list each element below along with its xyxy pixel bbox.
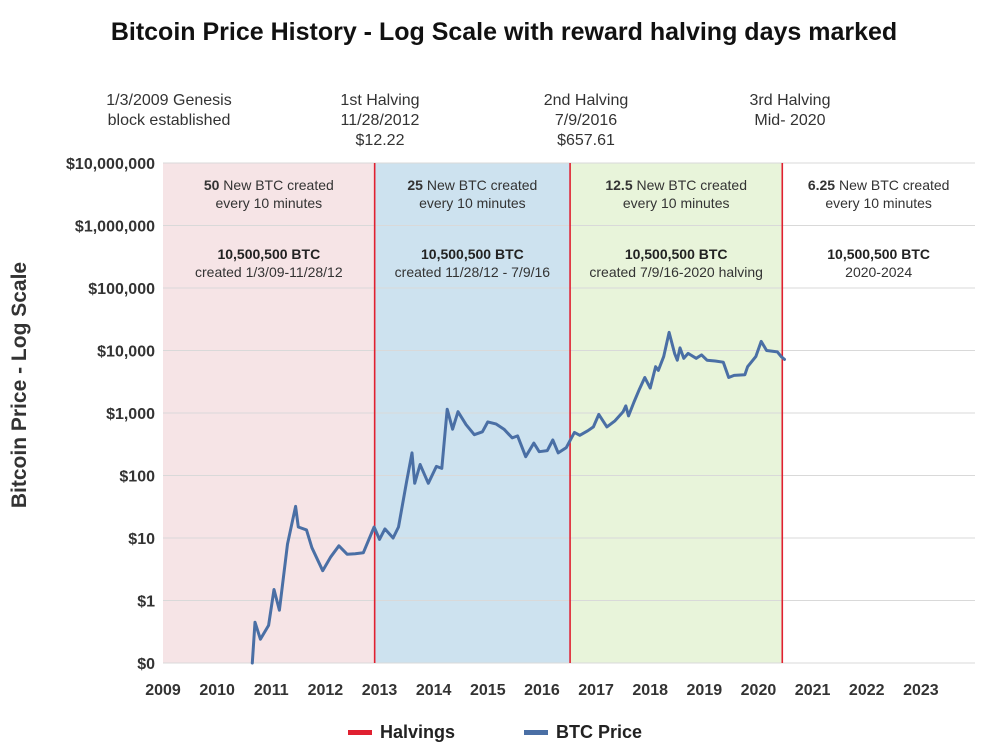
annotation-first-halving: 1st Halving 11/28/2012 $12.22 — [340, 92, 420, 149]
x-tick-label: 2017 — [578, 682, 614, 699]
annotation-second-halving: 2nd Halving 7/9/2016 $657.61 — [543, 92, 629, 149]
era-rate-line1: 12.5 New BTC created — [605, 177, 747, 193]
era-amount: 12.5 — [605, 177, 632, 193]
x-tick-label: 2020 — [741, 682, 777, 699]
era-rate-line1: 25 New BTC created — [407, 177, 537, 193]
y-tick-label: $0 — [137, 656, 155, 673]
era-amount: 6.25 — [808, 177, 835, 193]
era-period: created 11/28/12 - 7/9/16 — [395, 264, 551, 280]
annotation-third-halving: 3rd Halving Mid- 2020 — [749, 92, 831, 129]
legend-btc-swatch — [524, 730, 548, 735]
y-tick-label: $100 — [119, 469, 155, 486]
x-tick-label: 2009 — [145, 682, 181, 699]
x-tick-label: 2019 — [687, 682, 723, 699]
btc-price-line — [250, 330, 786, 665]
era-rate-line2: every 10 minutes — [216, 195, 323, 211]
era-rate-line1: 50 New BTC created — [204, 177, 334, 193]
era-total: 10,500,500 BTC — [625, 246, 728, 262]
legend-halvings-swatch — [348, 730, 372, 735]
era-rate-text: New BTC created — [835, 177, 949, 193]
era-amount: 25 — [407, 177, 423, 193]
y-tick-label: $100,000 — [88, 281, 155, 298]
x-tick-label: 2012 — [308, 682, 344, 699]
era-rate-text: New BTC created — [633, 177, 747, 193]
era-period: created 7/9/16-2020 halving — [589, 264, 763, 280]
y-tick-label: $10,000 — [97, 344, 155, 361]
era-rate-line1: 6.25 New BTC created — [808, 177, 950, 193]
x-tick-label: 2010 — [199, 682, 235, 699]
era-total: 10,500,500 BTC — [421, 246, 524, 262]
y-tick-label: $1,000,000 — [75, 219, 155, 236]
era-period: 2020-2024 — [845, 264, 912, 280]
era-rate-text: New BTC created — [219, 177, 333, 193]
x-tick-label: 2016 — [524, 682, 560, 699]
y-tick-label: $1 — [137, 594, 155, 611]
era-total: 10,500,500 BTC — [217, 246, 320, 262]
era-period: created 1/3/09-11/28/12 — [195, 264, 343, 280]
x-tick-label: 2023 — [903, 682, 939, 699]
legend-halvings-label: Halvings — [380, 722, 456, 742]
annotation-genesis: 1/3/2009 Genesis block established — [106, 92, 232, 129]
x-tick-label: 2015 — [470, 682, 506, 699]
x-tick-label: 2014 — [416, 682, 452, 699]
era-amount: 50 — [204, 177, 220, 193]
era-rate-line2: every 10 minutes — [419, 195, 526, 211]
x-tick-label: 2022 — [849, 682, 885, 699]
legend-btc-label: BTC Price — [556, 722, 643, 742]
legend-halvings: Halvings — [348, 722, 455, 743]
y-tick-label: $10 — [128, 531, 155, 548]
era-total: 10,500,500 BTC — [827, 246, 930, 262]
y-tick-label: $1,000 — [106, 406, 155, 423]
x-tick-label: 2018 — [632, 682, 668, 699]
x-tick-label: 2021 — [795, 682, 831, 699]
era-rate-text: New BTC created — [423, 177, 537, 193]
x-tick-label: 2013 — [362, 682, 398, 699]
era-rate-line2: every 10 minutes — [825, 195, 932, 211]
y-tick-label: $10,000,000 — [66, 156, 155, 173]
x-tick-label: 2011 — [254, 682, 289, 699]
legend-btc-price: BTC Price — [524, 722, 642, 743]
chart-title: Bitcoin Price History - Log Scale with r… — [110, 18, 898, 46]
era-rate-line2: every 10 minutes — [623, 195, 730, 211]
